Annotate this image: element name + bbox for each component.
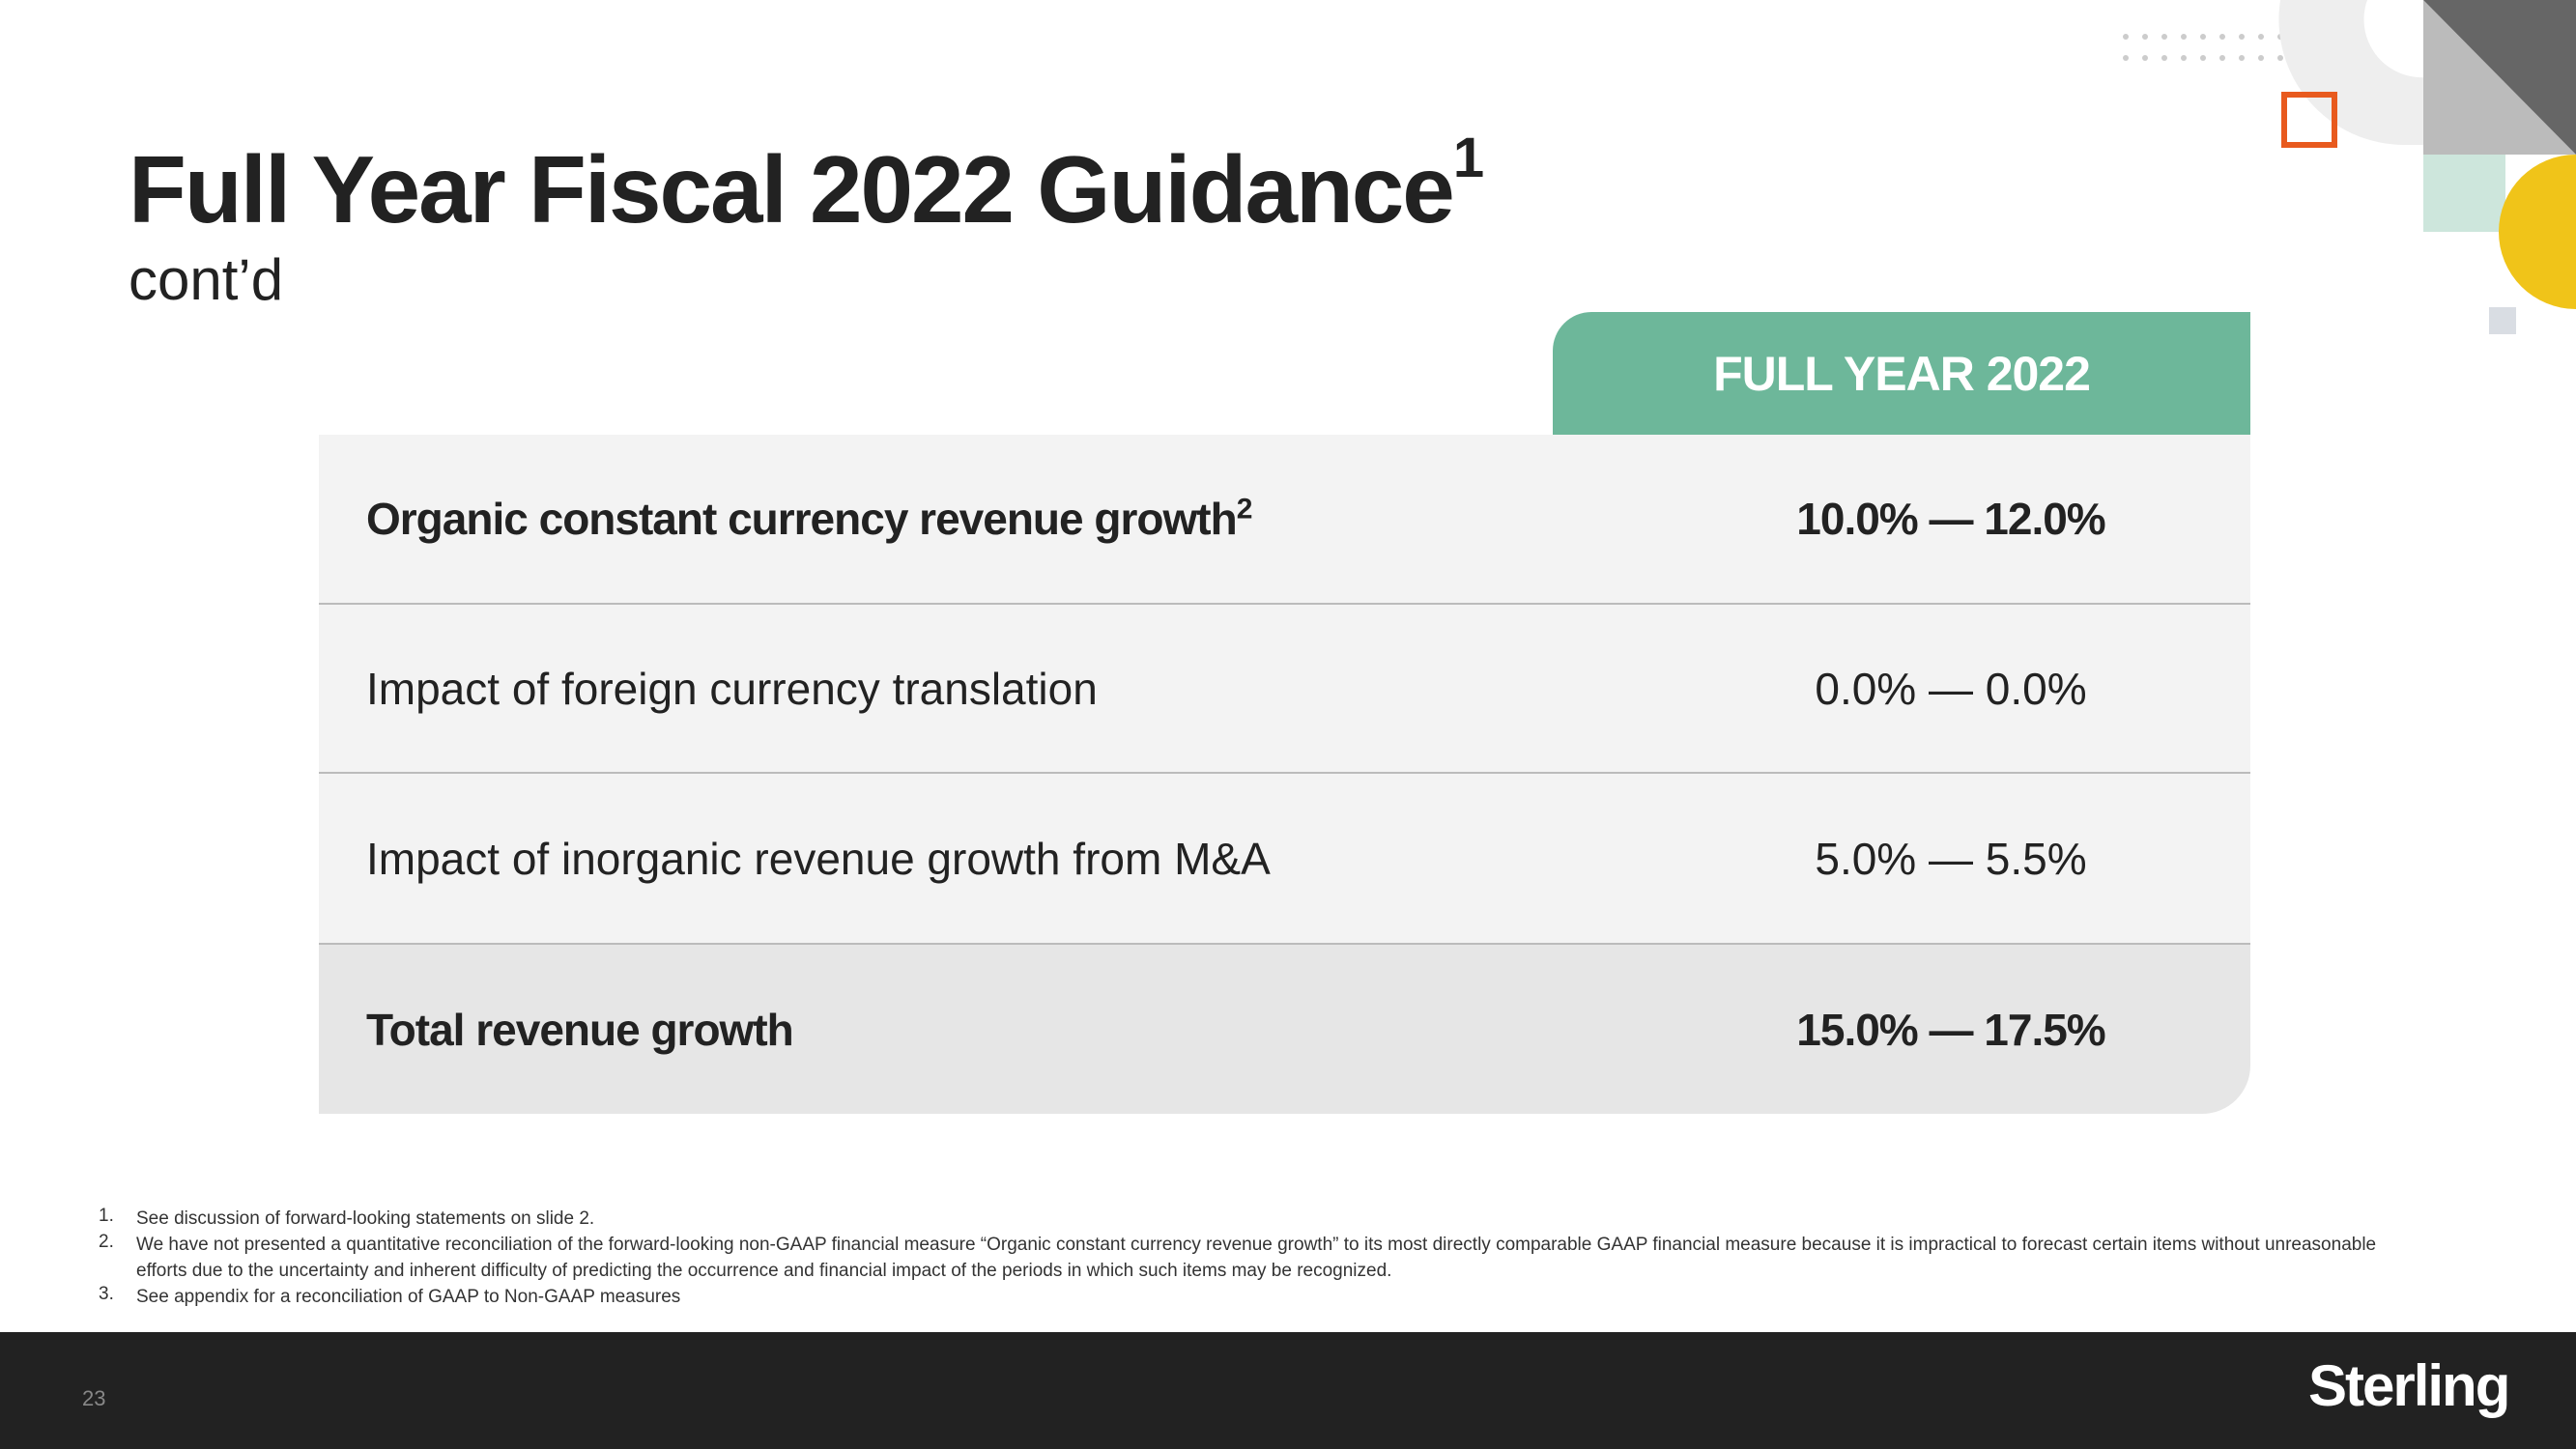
- row-label: Total revenue growth: [366, 1004, 794, 1056]
- row-value: 10.0% — 12.0%: [1796, 494, 2105, 544]
- row-value: 5.0% — 5.5%: [1815, 833, 2087, 884]
- row-label-text: Impact of foreign currency translation: [366, 663, 1098, 714]
- table-row: Total revenue growth 15.0% — 17.5%: [319, 945, 2250, 1114]
- decoration: [2123, 0, 2576, 334]
- row-label: Organic constant currency revenue growth…: [366, 493, 1253, 545]
- footnote-text: See discussion of forward-looking statem…: [136, 1208, 595, 1229]
- row-label-text: Impact of inorganic revenue growth from …: [366, 833, 1271, 884]
- row-label: Impact of foreign currency translation: [366, 663, 1098, 715]
- table-row: Impact of inorganic revenue growth from …: [319, 774, 2250, 945]
- table-row: Impact of foreign currency translation 0.…: [319, 605, 2250, 774]
- footnote-text: See appendix for a reconciliation of GAA…: [136, 1287, 681, 1307]
- title: Full Year Fiscal 2022 Guidance1: [129, 127, 1484, 242]
- footnote-number: 1.: [99, 1206, 114, 1226]
- row-label: Impact of inorganic revenue growth from …: [366, 833, 1271, 885]
- row-superscript: 2: [1236, 493, 1253, 526]
- footer: [0, 1332, 2576, 1449]
- row-value: 0.0% — 0.0%: [1815, 663, 2087, 714]
- page-number: 23: [82, 1386, 106, 1410]
- footnote-text: We have not presented a quantitative rec…: [136, 1235, 2377, 1281]
- logo: Sterling: [2308, 1353, 2510, 1418]
- table-row: Organic constant currency revenue growth…: [319, 435, 2250, 605]
- row-label-text: Organic constant currency revenue growth: [366, 494, 1238, 544]
- footnote-number: 3.: [99, 1284, 114, 1304]
- column-header: FULL YEAR 2022: [1553, 312, 2250, 435]
- footnote-number: 2.: [99, 1232, 114, 1252]
- row-label-text: Total revenue growth: [366, 1004, 794, 1055]
- row-value: 15.0% — 17.5%: [1796, 1004, 2105, 1055]
- subtitle: cont’d: [129, 247, 284, 312]
- title-superscript: 1: [1452, 127, 1484, 189]
